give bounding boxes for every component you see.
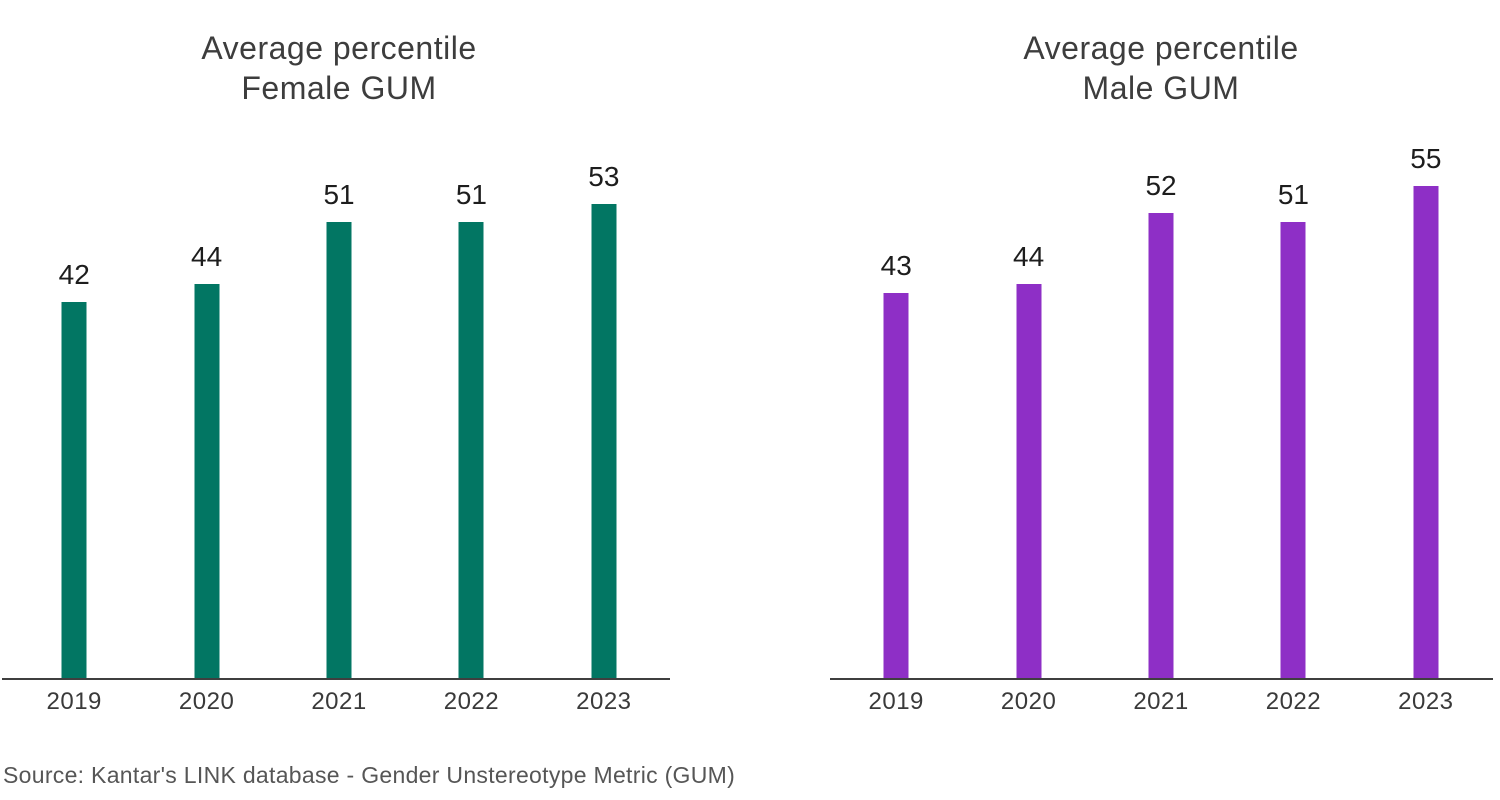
bar-2021	[326, 222, 352, 678]
bar-slot-2023: 53	[538, 130, 670, 678]
bar-2019	[883, 293, 909, 678]
x-axis-line-female	[2, 678, 670, 680]
bar-value-label: 42	[58, 259, 90, 290]
plot-area-female: 42 44 51 51 53	[2, 130, 670, 680]
bar-value-label: 44	[1013, 241, 1045, 272]
x-axis-label-2023: 2023	[576, 688, 632, 715]
bar-value-label: 55	[1410, 143, 1442, 174]
chart-title-male: Average percentile Male GUM	[830, 28, 1492, 108]
plot-area-male: 43 44 52 51 55	[830, 130, 1493, 680]
bar-slot-2023: 55	[1360, 130, 1492, 678]
bar-2020	[1016, 284, 1042, 678]
chart-male-gum: Average percentile Male GUM 43 44 52 51 55 2…	[830, 0, 1493, 740]
x-axis-label-2019: 2019	[46, 688, 102, 715]
x-axis-label-2021: 2021	[311, 688, 367, 715]
x-axis-label-2021: 2021	[1133, 688, 1189, 715]
bar-slot-2019: 43	[830, 130, 962, 678]
bar-2020	[194, 284, 220, 678]
bar-2019	[61, 302, 87, 678]
bar-2021	[1148, 213, 1174, 678]
bar-slot-2019: 42	[8, 130, 140, 678]
source-note: Source: Kantar's LINK database - Gender …	[3, 762, 736, 788]
bar-2022	[1280, 222, 1306, 678]
bar-2023	[591, 204, 617, 678]
chart-title-female: Average percentile Female GUM	[8, 28, 670, 108]
x-axis-line-male	[830, 678, 1493, 680]
bar-value-label: 51	[455, 179, 487, 210]
bars-female: 42 44 51 51 53	[8, 130, 670, 678]
bar-slot-2020: 44	[140, 130, 272, 678]
bars-male: 43 44 52 51 55	[830, 130, 1492, 678]
bar-2023	[1413, 186, 1439, 678]
x-axis-label-2020: 2020	[178, 688, 235, 715]
x-axis-label-2022: 2022	[1265, 688, 1322, 715]
bar-value-label: 52	[1145, 170, 1177, 201]
bar-value-label: 43	[880, 250, 912, 281]
bar-value-label: 44	[191, 241, 223, 272]
bar-slot-2020: 44	[962, 130, 1094, 678]
chart-title-line-2: Female GUM	[241, 70, 437, 106]
bar-slot-2022: 51	[405, 130, 537, 678]
chart-title-line-2: Male GUM	[1082, 70, 1240, 106]
chart-title-line-1: Average percentile	[1023, 30, 1299, 66]
x-axis-label-2019: 2019	[868, 688, 924, 715]
bar-slot-2021: 51	[273, 130, 405, 678]
chart-title-line-1: Average percentile	[201, 30, 477, 66]
bar-value-label: 53	[588, 161, 620, 192]
bar-value-label: 51	[1277, 179, 1309, 210]
bar-value-label: 51	[323, 179, 355, 210]
x-axis-label-2022: 2022	[443, 688, 500, 715]
x-axis-labels-male: 2019 2020 2021 2022 2023	[830, 688, 1492, 716]
chart-female-gum: Average percentile Female GUM 42 44 51 51 53…	[2, 0, 670, 740]
bar-slot-2022: 51	[1227, 130, 1359, 678]
bar-slot-2021: 52	[1095, 130, 1227, 678]
bar-2022	[458, 222, 484, 678]
x-axis-labels-female: 2019 2020 2021 2022 2023	[8, 688, 670, 716]
x-axis-label-2020: 2020	[1000, 688, 1057, 715]
x-axis-label-2023: 2023	[1398, 688, 1454, 715]
